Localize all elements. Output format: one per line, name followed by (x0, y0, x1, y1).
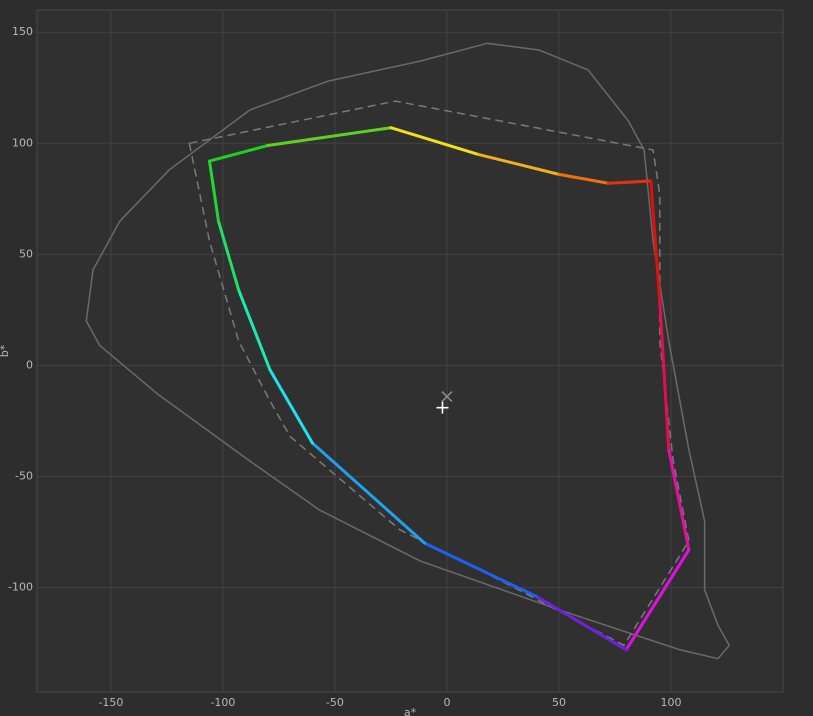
gamut-segment (624, 548, 691, 652)
x-tick-label: 0 (443, 696, 450, 709)
gamut-segment (266, 126, 393, 148)
gamut-segment (476, 152, 561, 176)
gamut-segment (268, 368, 315, 445)
gamut-segment (311, 441, 427, 545)
plot-area (36, 9, 784, 693)
x-tick-label: 50 (552, 696, 566, 709)
white-point-marker (441, 390, 453, 403)
gamut-outline (85, 42, 731, 660)
gamut-segment (649, 179, 662, 303)
white-point-marker (436, 401, 449, 414)
y-tick-label: 50 (19, 247, 33, 260)
y-tick-label: 100 (12, 136, 33, 149)
gamut-segment (237, 288, 272, 372)
gamut-segment (535, 594, 628, 652)
x-tick-label: -50 (326, 696, 344, 709)
gamut-segment (658, 299, 671, 452)
x-tick-label: -150 (98, 696, 123, 709)
gamut-segment (423, 541, 539, 598)
y-tick-label: -50 (15, 470, 33, 483)
x-tick-label: -100 (210, 696, 235, 709)
y-tick-label: 150 (12, 25, 33, 38)
gamut-segment (207, 159, 220, 223)
x-tick-label: 100 (660, 696, 681, 709)
gamut-segment (207, 144, 270, 163)
gamut-outline (188, 100, 690, 647)
gamut-segment (389, 126, 480, 156)
gamut-segment (216, 219, 241, 292)
y-tick-label: 0 (26, 358, 33, 371)
y-tick-label: -100 (8, 581, 33, 594)
gamut-segment (557, 172, 610, 185)
gamut-segment (667, 448, 691, 552)
x-axis-label: a* (404, 706, 417, 716)
gamut-segment (606, 179, 653, 185)
y-axis-label: b* (0, 344, 11, 357)
